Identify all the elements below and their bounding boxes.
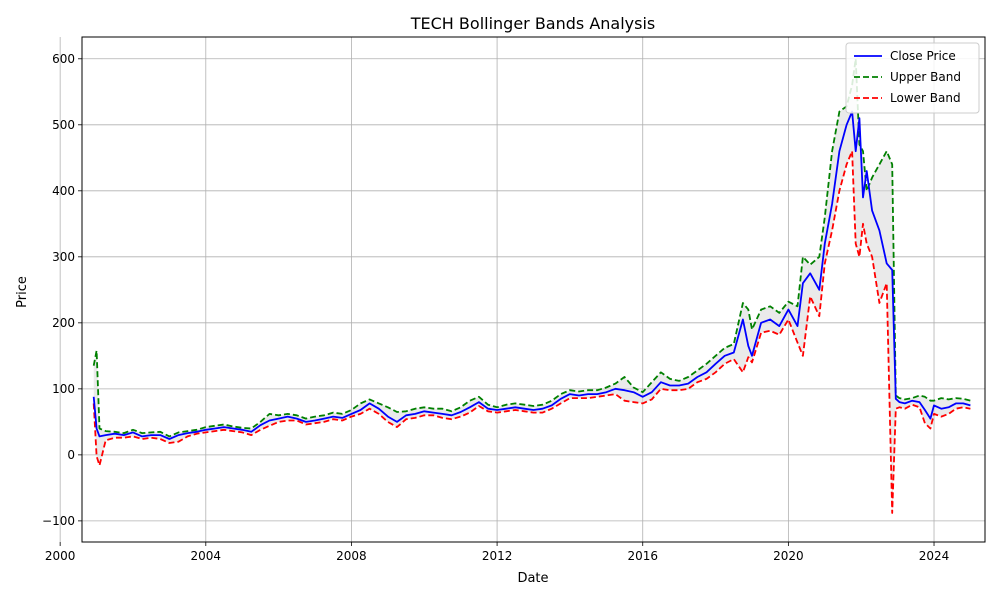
y-tick-label: 300	[52, 250, 75, 264]
x-axis-ticks: 2000 2004 2008 2012 2016 2020 2024	[45, 542, 949, 563]
plot-area	[92, 57, 971, 514]
grid-lines	[59, 37, 985, 542]
x-tick-label: 2024	[919, 549, 950, 563]
x-tick-label: 2016	[627, 549, 658, 563]
y-tick-label: 100	[52, 382, 75, 396]
legend-label: Lower Band	[890, 91, 961, 105]
x-tick-label: 2012	[482, 549, 513, 563]
series-line-lower-band	[92, 150, 971, 514]
y-tick-label: 500	[52, 118, 75, 132]
x-tick-label: 2004	[191, 549, 222, 563]
legend-box	[845, 42, 980, 114]
y-tick-label: 600	[52, 52, 75, 66]
legend-label: Upper Band	[890, 70, 961, 84]
legend: Close Price Upper Band Lower Band	[845, 42, 980, 114]
x-tick-label: 2020	[773, 549, 804, 563]
y-tick-label: 400	[52, 184, 75, 198]
chart-title: TECH Bollinger Bands Analysis	[410, 14, 656, 33]
y-axis-label: Price	[15, 276, 30, 308]
y-tick-label: −100	[42, 514, 75, 528]
x-axis-label: Date	[517, 571, 548, 586]
legend-label: Close Price	[890, 49, 956, 63]
x-tick-label: 2008	[336, 549, 367, 563]
series-line-close-price	[92, 110, 971, 440]
y-axis-ticks: −100 0 100 200 300 400 500 600	[42, 52, 82, 528]
y-tick-label: 0	[67, 448, 75, 462]
series-line-upper-band	[92, 57, 971, 438]
x-tick-label: 2000	[45, 549, 76, 563]
plot-frame	[81, 36, 986, 543]
y-tick-label: 200	[52, 316, 75, 330]
